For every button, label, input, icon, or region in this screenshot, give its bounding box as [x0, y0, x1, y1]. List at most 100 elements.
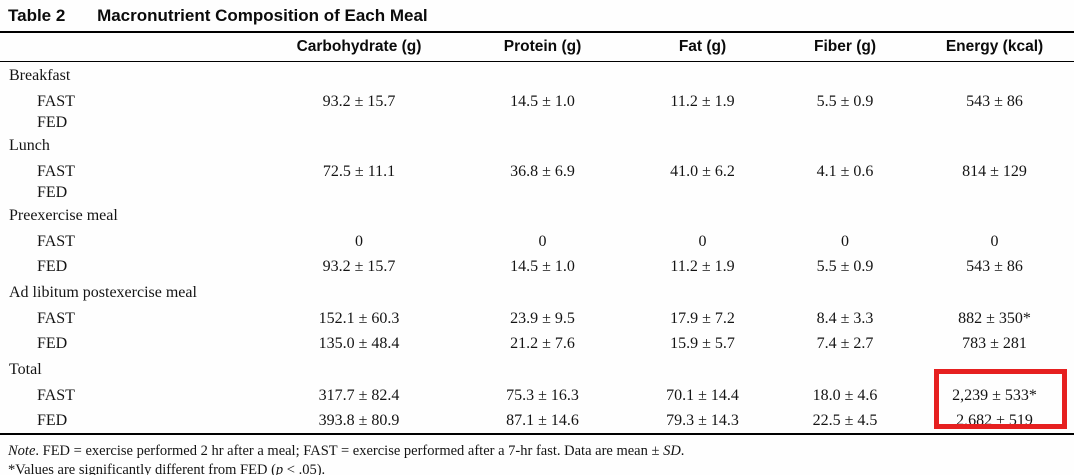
cell — [775, 114, 915, 132]
cell: 7.4 ± 2.7 — [816, 334, 874, 352]
cell — [263, 114, 455, 132]
row-label: FED — [37, 184, 68, 201]
cell: 8.4 ± 3.3 — [816, 309, 874, 327]
cell: 41.0 ± 6.2 — [670, 162, 735, 180]
cell — [630, 356, 775, 383]
sd-abbrev: SD — [663, 443, 681, 459]
cell: 15.9 ± 5.7 — [670, 334, 735, 352]
cell — [915, 62, 1074, 90]
row-label: FED — [37, 257, 68, 275]
cell: 5.5 ± 0.9 — [816, 257, 874, 275]
cell: 22.5 ± 4.5 — [812, 411, 878, 429]
table-row-lunch-fast: FAST 72.5 ± 11.1 36.8 ± 6.9 41.0 ± 6.2 4… — [0, 159, 1074, 184]
cell: 2,682 ± 519 — [956, 411, 1033, 429]
cell: 72.5 ± 11.1 — [322, 162, 396, 180]
row-label: FAST — [37, 386, 75, 404]
cell: 5.5 ± 0.9 — [816, 92, 874, 110]
cell — [630, 132, 775, 159]
cell: 317.7 ± 82.4 — [318, 386, 400, 404]
table-footnotes: Note. FED = exercise performed 2 hr afte… — [0, 435, 1074, 475]
cell — [775, 356, 915, 383]
cell: 70.1 ± 14.4 — [666, 386, 739, 404]
footnote-significance: *Values are significantly different from… — [8, 461, 1066, 475]
table-number: Table 2 — [8, 6, 66, 25]
cell: 36.8 ± 6.9 — [510, 162, 575, 180]
table-row-preexercise: Preexercise meal — [0, 202, 1074, 229]
cell: 87.1 ± 14.6 — [506, 411, 579, 429]
cell — [775, 132, 915, 159]
table-row-lunch: Lunch — [0, 132, 1074, 159]
cell — [915, 184, 1074, 202]
p-symbol: p — [275, 462, 284, 475]
cell — [915, 114, 1074, 132]
cell: 93.2 ± 15.7 — [322, 257, 396, 275]
cell: 11.2 ± 1.9 — [670, 92, 735, 110]
table-row-adlibitum: Ad libitum postexercise meal — [0, 279, 1074, 306]
cell — [775, 202, 915, 229]
cell — [630, 202, 775, 229]
footnote-note: Note. FED = exercise performed 2 hr afte… — [8, 442, 1066, 461]
header-row: Carbohydrate (g) Protein (g) Fat (g) Fib… — [0, 32, 1074, 62]
significance-text: *Values are significantly different from… — [8, 462, 276, 475]
cell — [455, 132, 630, 159]
cell — [263, 184, 455, 202]
row-label: FED — [37, 114, 68, 131]
cell — [630, 114, 775, 132]
row-label: FAST — [37, 162, 75, 180]
row-label: FAST — [37, 92, 75, 110]
cell — [455, 279, 630, 306]
row-label: FED — [37, 334, 68, 352]
cell — [775, 279, 915, 306]
cell: 0 — [698, 232, 707, 250]
table-row-total: Total — [0, 356, 1074, 383]
table-row-adlibitum-fed: FED 135.0 ± 48.4 21.2 ± 7.6 15.9 ± 5.7 7… — [0, 331, 1074, 356]
table-row-lunch-fed: FED — [0, 184, 1074, 202]
cell — [455, 184, 630, 202]
cell: 135.0 ± 48.4 — [318, 334, 400, 352]
cell — [455, 114, 630, 132]
table-row-breakfast: Breakfast — [0, 62, 1074, 90]
cell: 14.5 ± 1.0 — [510, 92, 575, 110]
table-row-preexercise-fast: FAST 0 0 0 0 0 — [0, 229, 1074, 254]
cell — [630, 279, 775, 306]
cell — [915, 202, 1074, 229]
row-label: Lunch — [9, 136, 50, 154]
cell: 814 ± 129 — [962, 162, 1027, 180]
cell — [455, 202, 630, 229]
row-label: Breakfast — [9, 66, 71, 84]
cell: 0 — [841, 232, 849, 250]
cell — [263, 202, 455, 229]
cell: 11.2 ± 1.9 — [670, 257, 735, 275]
table-row-breakfast-fast: FAST 93.2 ± 15.7 14.5 ± 1.0 11.2 ± 1.9 5… — [0, 89, 1074, 114]
row-label: Ad libitum postexercise meal — [9, 283, 197, 301]
cell: 0 — [355, 232, 363, 250]
table-row-breakfast-fed: FED — [0, 114, 1074, 132]
cell: 783 ± 281 — [962, 334, 1027, 352]
stub-header — [0, 32, 263, 62]
cell — [455, 62, 630, 90]
row-label: FAST — [37, 309, 75, 327]
row-label: FED — [37, 411, 68, 429]
cell — [915, 356, 1074, 383]
cell — [455, 356, 630, 383]
table-row-adlibitum-fast: FAST 152.1 ± 60.3 23.9 ± 9.5 17.9 ± 7.2 … — [0, 306, 1074, 331]
cell: 4.1 ± 0.6 — [816, 162, 874, 180]
table-row-preexercise-fed: FED 93.2 ± 15.7 14.5 ± 1.0 11.2 ± 1.9 5.… — [0, 254, 1074, 279]
macronutrient-table: Carbohydrate (g) Protein (g) Fat (g) Fib… — [0, 31, 1074, 435]
cell: 14.5 ± 1.0 — [510, 257, 575, 275]
col-header-carbohydrate: Carbohydrate (g) — [263, 32, 455, 62]
cell: 152.1 ± 60.3 — [318, 309, 400, 327]
cell — [263, 132, 455, 159]
cell: 0 — [990, 232, 999, 250]
cell: 23.9 ± 9.5 — [510, 309, 575, 327]
significance-end: < .05). — [283, 462, 326, 475]
cell — [630, 184, 775, 202]
cell: 18.0 ± 4.6 — [812, 386, 878, 404]
row-label: Preexercise meal — [9, 206, 118, 224]
cell — [263, 356, 455, 383]
cell: 79.3 ± 14.3 — [666, 411, 739, 429]
cell — [775, 62, 915, 90]
cell: 0 — [538, 232, 547, 250]
table-title: Table 2 Macronutrient Composition of Eac… — [0, 0, 1074, 26]
